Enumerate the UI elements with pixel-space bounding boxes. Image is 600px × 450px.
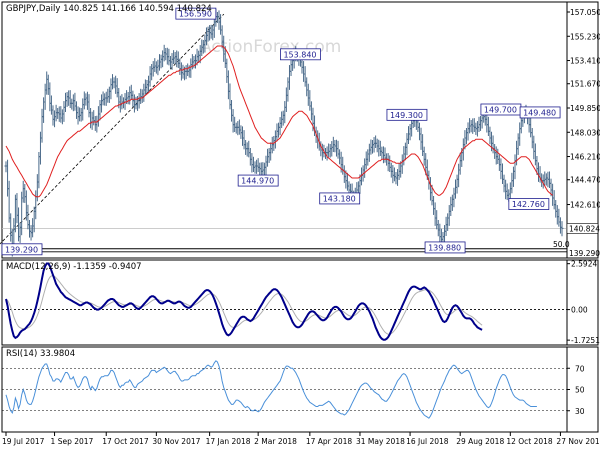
annotation-label: 149.700 <box>484 106 517 115</box>
trendline <box>0 13 225 245</box>
last-price-label: 140.824 <box>569 224 600 233</box>
annotation-box <box>237 174 279 187</box>
y-tick-label: 146.210 <box>570 153 600 162</box>
rsi-y-tick-label: 50 <box>575 386 585 395</box>
fib-axis-label: 139.290 <box>569 249 600 258</box>
annotation-label: 156.590 <box>179 10 212 19</box>
x-axis: 19 Jul 2017 1 Sep 2017 17 Oct 2017 30 Nov 2… <box>2 432 600 446</box>
last-price-tag <box>566 223 599 234</box>
y-tick-label: 157.050 <box>570 8 600 17</box>
x-tick-label: 19 Jul 2017 <box>2 437 45 446</box>
x-tick-label: 2 Mar 2018 <box>254 437 297 446</box>
x-tick-label: 17 Jan 2018 <box>206 437 251 446</box>
fib-label: 50.0 <box>553 240 570 249</box>
y-tick-label: 148.030 <box>570 128 600 137</box>
rsi-y-tick-label: 70 <box>575 364 585 373</box>
annotation-label: 149.300 <box>390 111 423 120</box>
y-tick-label: 142.610 <box>570 201 600 210</box>
y-tick-label: 153.410 <box>570 57 600 66</box>
annotation-label: 143.180 <box>323 194 356 203</box>
annotation-box <box>280 48 321 61</box>
x-tick-label: 17 Oct 2017 <box>102 437 149 446</box>
x-tick-label: 1 Sep 2017 <box>51 437 94 446</box>
annotation-box <box>386 108 428 121</box>
rsi-y-tick-label: 30 <box>575 407 585 416</box>
y-tick-label: 151.670 <box>570 80 600 89</box>
annotation-box <box>424 241 466 254</box>
annotation-label: 139.290 <box>5 245 38 254</box>
x-tick-label: 30 Nov 2017 <box>152 437 200 446</box>
x-tick-label: 29 Aug 2018 <box>456 437 504 446</box>
annotation-label: 139.880 <box>428 243 461 252</box>
annotation-label: 153.840 <box>283 50 316 59</box>
rsi-line <box>5 360 537 419</box>
annotation-box <box>319 192 361 205</box>
main-header: GBPJPY,Daily 140.825 141.166 140.594 140… <box>6 4 212 14</box>
x-tick-label: 27 Nov 2018 <box>556 437 600 446</box>
macd-y-tick-label: 2.5924 <box>571 260 597 269</box>
annotation-box <box>519 106 561 119</box>
main-frame <box>1 1 599 259</box>
rsi-panel: 70 50 30 RSI(14) 33.9804 <box>1 346 599 433</box>
macd-header: MACD(12,26,9) -1.1359 -0.9407 <box>6 262 142 272</box>
annotation-label: 142.760 <box>512 200 545 209</box>
price-panel: ActionForex.com139.290156.590153.840144.… <box>0 1 600 259</box>
annotation-label: 149.480 <box>523 108 556 117</box>
annotation-box <box>508 198 550 210</box>
annotation-box <box>175 7 217 20</box>
x-tick-label: 12 Oct 2018 <box>506 437 553 446</box>
y-tick-label: 149.850 <box>570 104 600 113</box>
macd-line <box>5 262 483 341</box>
y-tick-label: 155.230 <box>570 32 600 41</box>
macd-y-tick-label: -1.7251 <box>571 336 600 345</box>
moving-average-line <box>5 45 553 198</box>
y-tick-label: 144.470 <box>570 176 600 185</box>
x-tick-label: 16 Jul 2018 <box>406 437 449 446</box>
annotation-label: 144.970 <box>241 177 274 186</box>
macd-frame <box>1 259 599 346</box>
rsi-header: RSI(14) 33.9804 <box>6 349 75 359</box>
annotation-box <box>1 243 43 256</box>
x-tick-label: 31 May 2018 <box>356 437 405 446</box>
macd-y-tick-label: 0.00 <box>571 306 588 315</box>
x-tick-label: 17 Apr 2018 <box>306 437 353 446</box>
macd-panel: 2.5924 0.00 -1.7251 MACD(12,26,9) -1.1359 -… <box>1 259 600 346</box>
